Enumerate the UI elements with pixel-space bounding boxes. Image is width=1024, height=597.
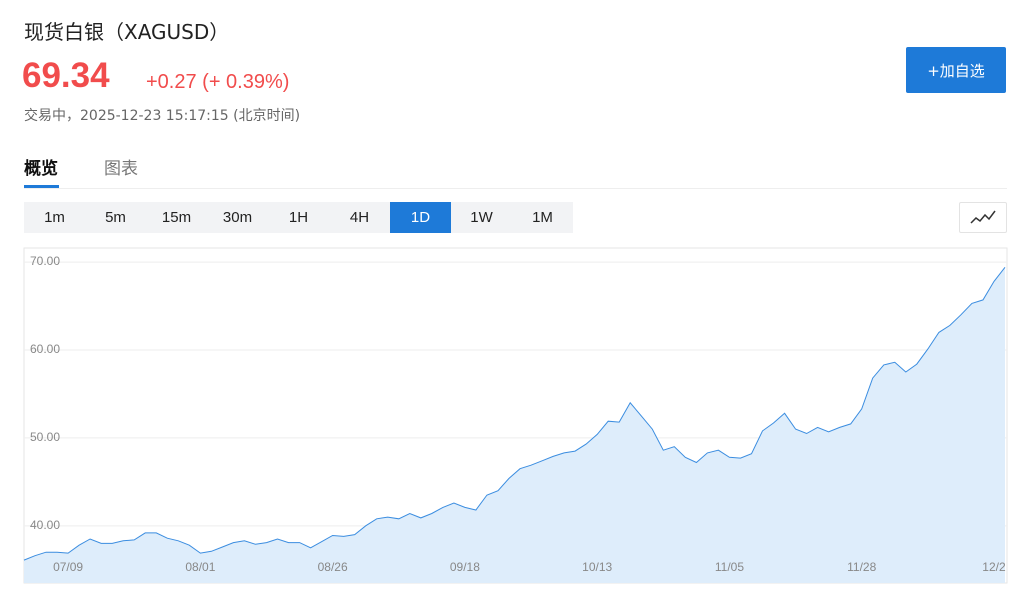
interval-button[interactable]: 1D <box>390 202 451 233</box>
tab-indicator <box>24 185 59 188</box>
title: 现货白银（XAGUSD） <box>24 20 230 44</box>
x-tick-label: 12/2 <box>982 560 1006 574</box>
separator <box>24 188 1007 189</box>
chart-type-icon <box>970 210 996 224</box>
x-tick-label: 09/18 <box>450 560 480 574</box>
area-fill <box>24 267 1005 583</box>
y-tick-label: 60.00 <box>30 342 60 356</box>
interval-button[interactable]: 4H <box>349 209 370 226</box>
interval-button[interactable]: 15m <box>161 209 192 226</box>
interval-button[interactable]: 30m <box>222 209 253 226</box>
price: 69.34 <box>22 56 110 95</box>
add-watchlist-button[interactable]: +加自选 <box>906 47 1006 93</box>
status: 交易中，2025-12-23 15:17:15 (北京时间) <box>24 108 301 124</box>
y-tick-label: 70.00 <box>30 254 60 268</box>
x-tick-label: 07/09 <box>53 560 83 574</box>
tab[interactable]: 概览 <box>24 159 58 179</box>
x-tick-label: 10/13 <box>582 560 612 574</box>
x-tick-label: 11/05 <box>715 560 744 574</box>
y-tick-label: 40.00 <box>30 518 60 532</box>
interval-button[interactable]: 1H <box>288 209 309 226</box>
price-line <box>23 266 1006 561</box>
x-tick-label: 08/01 <box>185 560 215 574</box>
interval-button[interactable]: 5m <box>105 209 126 226</box>
tab[interactable]: 图表 <box>104 159 138 179</box>
price-change: +0.27 (+ 0.39%) <box>146 71 290 93</box>
interval-button[interactable]: 1m <box>44 209 65 226</box>
interval-bar: 1m 5m 15m 30m 1H 4H 1D 1W 1M <box>24 202 573 233</box>
x-tick-label: 11/28 <box>847 560 876 574</box>
chart-type-button[interactable] <box>959 202 1007 233</box>
interval-button[interactable]: 1M <box>532 209 553 226</box>
interval-button[interactable]: 1W <box>470 209 493 226</box>
y-tick-label: 50.00 <box>30 430 60 444</box>
x-tick-label: 08/26 <box>318 560 348 574</box>
